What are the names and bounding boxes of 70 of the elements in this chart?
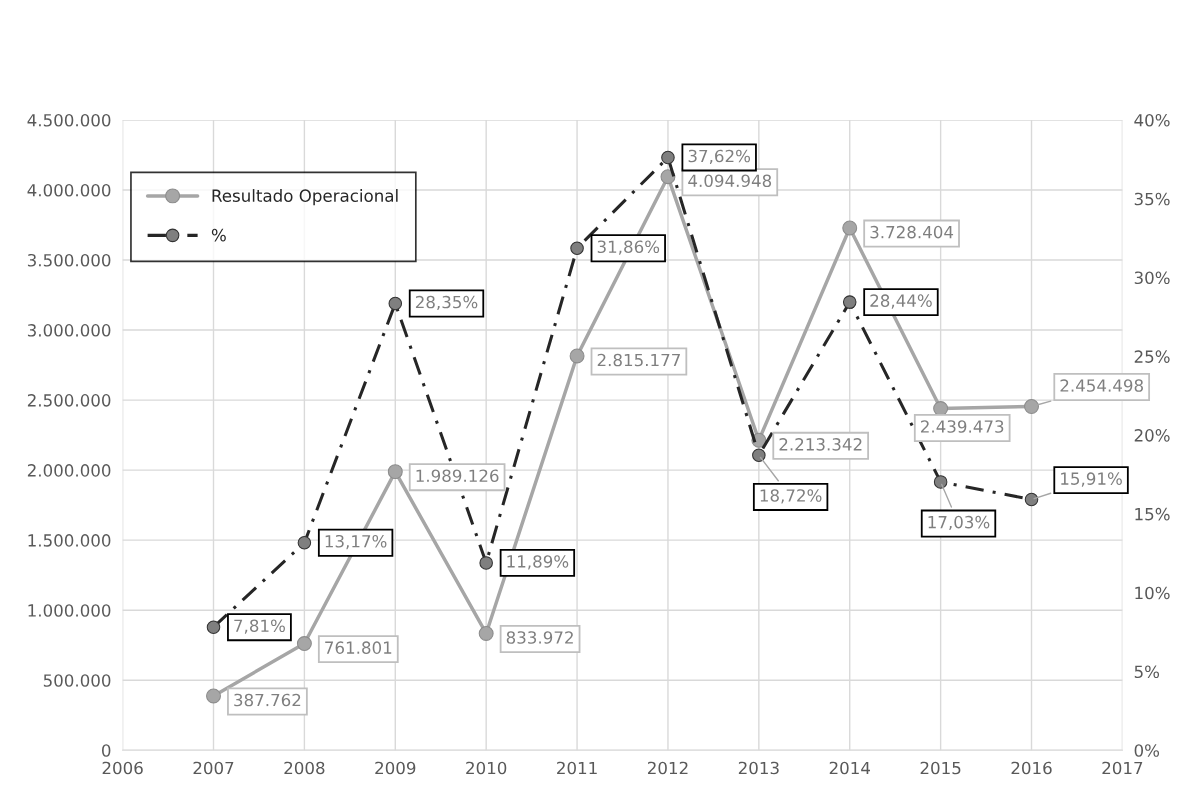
point (478, 625, 494, 641)
point (206, 620, 221, 634)
point (569, 348, 585, 364)
data-label: 387.762 (234, 693, 301, 707)
point (388, 296, 403, 311)
data-label: 2.815.177 (597, 353, 680, 367)
data-label: 17,03% (928, 515, 990, 531)
y-tick-label: 3.500.000 (27, 253, 111, 267)
point (387, 464, 403, 480)
data-label: 1.989.126 (416, 469, 499, 483)
point (842, 220, 858, 236)
y2-tick-label: 40% (1134, 113, 1170, 127)
x-tick-label: 2016 (1011, 761, 1052, 775)
y2-tick-label: 5% (1134, 665, 1160, 679)
y2-tick-label: 30% (1134, 271, 1170, 285)
y2-tick-label: 35% (1134, 192, 1170, 206)
y-tick-label: 4.000.000 (27, 183, 111, 197)
data-label: 13,17% (325, 534, 387, 550)
x-tick-label: 2009 (375, 761, 416, 775)
data-label: 2.439.473 (921, 420, 1004, 433)
point (661, 150, 675, 165)
data-label: 2.213.342 (779, 438, 862, 451)
data-label: 761.801 (325, 641, 392, 654)
data-label: 3.728.404 (870, 225, 954, 239)
point (570, 241, 584, 255)
data-label: 37,62% (688, 149, 751, 164)
x-tick-label: 2006 (102, 761, 143, 775)
data-label: 4.094.948 (688, 174, 772, 188)
x-tick-label: 2008 (284, 761, 325, 775)
point (479, 556, 493, 570)
y2-tick-label: 20% (1134, 429, 1170, 442)
legend-label: % (211, 228, 226, 242)
y-tick-label: 1.500.000 (28, 534, 111, 547)
x-tick-label: 2007 (193, 761, 234, 775)
data-label: 833.972 (506, 631, 573, 644)
y2-tick-label: 25% (1134, 350, 1170, 363)
point (933, 475, 948, 489)
data-label: 28,35% (415, 295, 478, 311)
legend-label: Resultado Operacional (212, 189, 398, 206)
x-tick-label: 2017 (1102, 761, 1143, 775)
y-tick-label: 0 (102, 744, 111, 757)
data-label: 7,81% (234, 619, 285, 634)
x-tick-label: 2013 (738, 761, 779, 775)
y-tick-label: 2.000.000 (27, 464, 111, 477)
data-label: 18,72% (760, 489, 822, 504)
point (296, 636, 312, 652)
point (842, 295, 857, 309)
point (1024, 492, 1039, 507)
data-label: 15,91% (1061, 472, 1122, 487)
y-tick-label: 2.500.000 (27, 394, 111, 407)
y-tick-label: 3.000.000 (27, 324, 111, 337)
y-tick-label: 500.000 (43, 674, 111, 687)
data-label: 2.454.498 (1060, 379, 1143, 392)
y2-tick-label: 10% (1135, 586, 1170, 600)
x-tick-label: 2011 (557, 761, 597, 775)
x-tick-label: 2015 (920, 761, 961, 775)
y-tick-label: 4.500.000 (27, 113, 111, 127)
y2-tick-label: 0% (1134, 744, 1160, 757)
data-label: 31,86% (597, 240, 660, 255)
point (297, 535, 312, 550)
x-tick-label: 2012 (647, 761, 688, 775)
y2-tick-label: 15% (1135, 507, 1170, 521)
point (206, 688, 221, 704)
data-label: 11,89% (507, 555, 569, 570)
point (1024, 398, 1039, 414)
point (752, 448, 766, 463)
y-tick-label: 1.000.000 (28, 604, 111, 617)
x-tick-label: 2010 (466, 761, 507, 775)
data-label: 28,44% (870, 294, 932, 309)
x-tick-label: 2014 (829, 761, 871, 775)
